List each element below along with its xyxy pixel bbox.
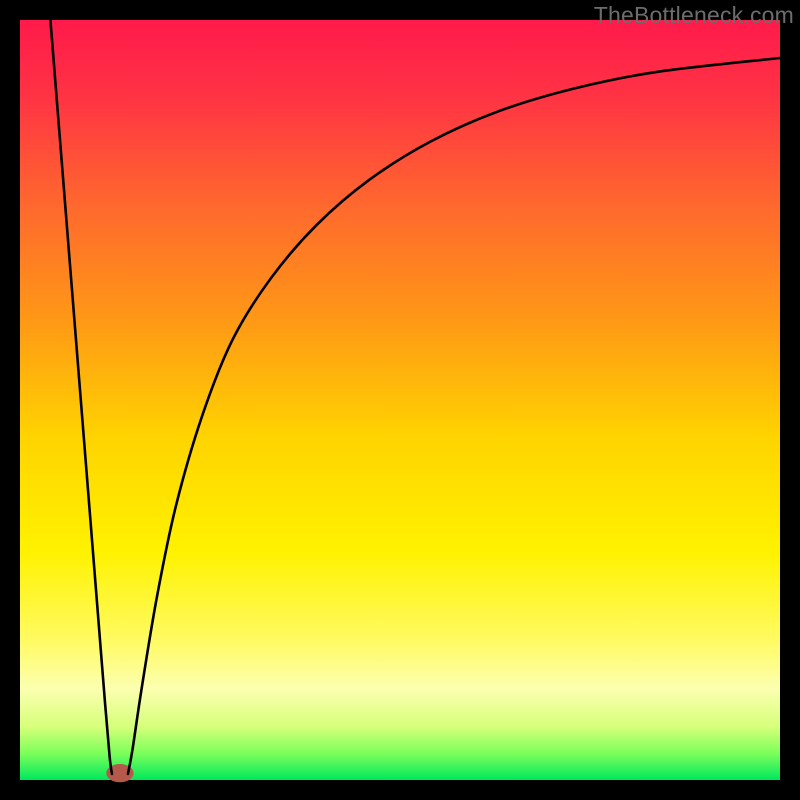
bottleneck-chart bbox=[0, 0, 800, 800]
watermark-text: TheBottleneck.com bbox=[594, 2, 794, 29]
plot-background bbox=[20, 20, 780, 780]
chart-container: { "watermark": { "text": "TheBottleneck.… bbox=[0, 0, 800, 800]
